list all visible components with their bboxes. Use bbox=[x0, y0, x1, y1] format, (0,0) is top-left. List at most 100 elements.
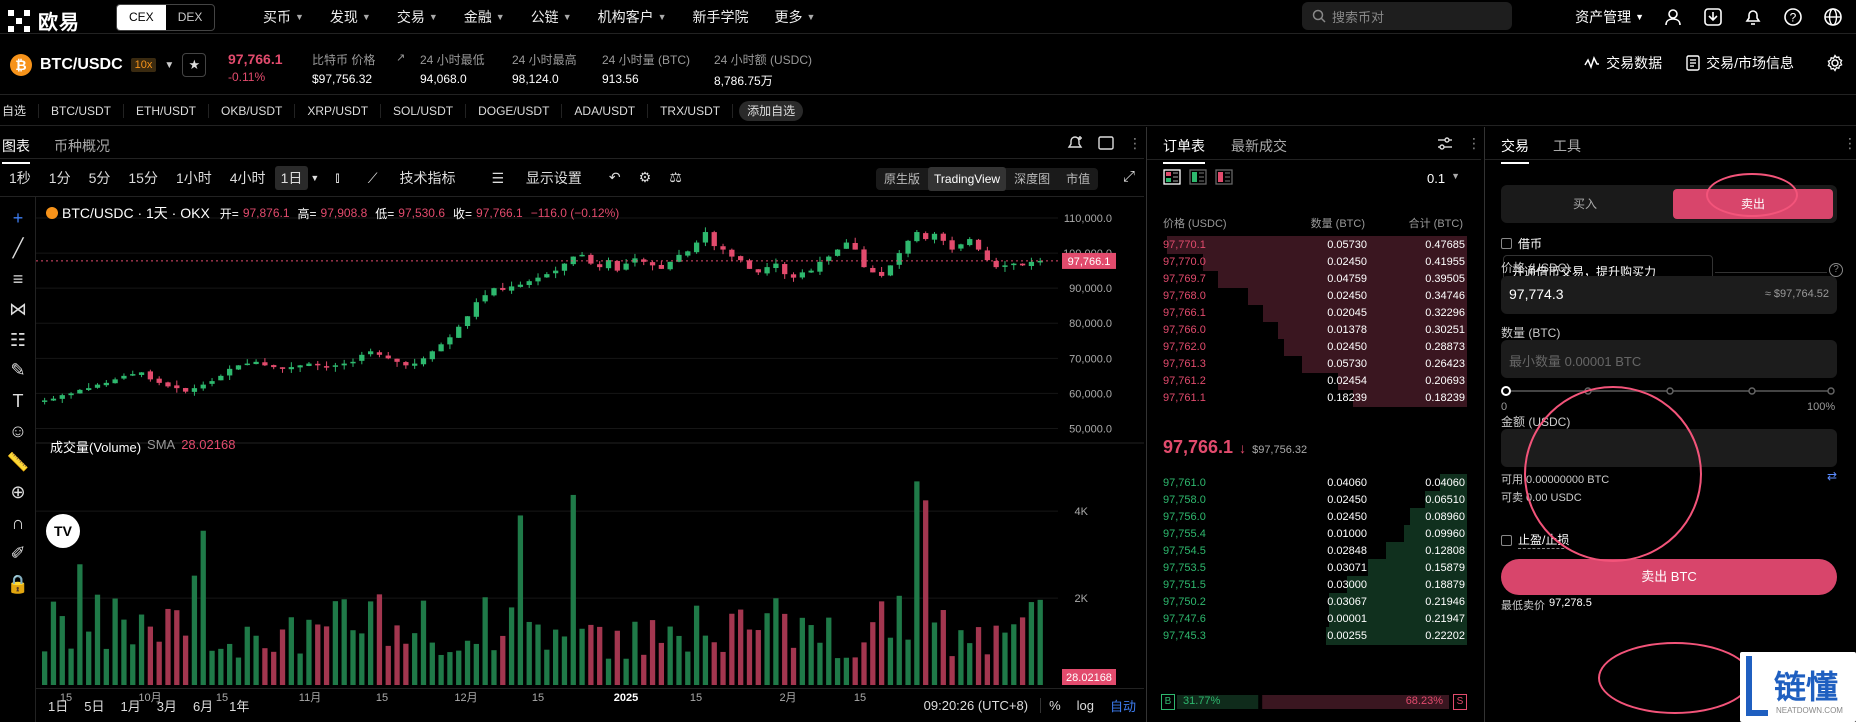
price-chart[interactable]: 110,000.0100,000.090,000.080,000.070,000… bbox=[36, 197, 1144, 707]
swap-icon[interactable]: ⇄ bbox=[1827, 469, 1838, 483]
range-5[interactable]: 1年 bbox=[229, 699, 250, 714]
filter-icon[interactable] bbox=[1437, 137, 1453, 151]
ask-row[interactable]: 97,766.0 0.01378 0.30251 bbox=[1147, 320, 1481, 340]
range-2[interactable]: 1月 bbox=[120, 699, 141, 714]
lock-icon[interactable]: 🔒 bbox=[6, 573, 30, 594]
indicators-button[interactable]: ⟋ 技术指标 bbox=[350, 168, 474, 188]
price-input[interactable]: 97,774.3 ≈ $97,764.52 bbox=[1501, 276, 1837, 314]
favorite-pair-3[interactable]: OKB/USDT bbox=[209, 103, 296, 118]
brush-icon[interactable]: ✎ bbox=[10, 360, 26, 380]
bid-row[interactable]: 97,745.3 0.00255 0.22202 bbox=[1147, 626, 1481, 646]
magnet-icon[interactable]: ∩ bbox=[11, 512, 25, 533]
dex-tab[interactable]: DEX bbox=[177, 10, 203, 24]
ask-row[interactable]: 97,761.1 0.18239 0.18239 bbox=[1147, 388, 1481, 408]
tradingview-logo-icon[interactable]: TV bbox=[46, 514, 80, 548]
favorite-pair-0[interactable]: 自选 bbox=[0, 103, 40, 118]
ask-row[interactable]: 97,766.1 0.02045 0.32296 bbox=[1147, 303, 1481, 323]
favorite-pair-7[interactable]: ADA/USDT bbox=[562, 103, 649, 118]
more-icon[interactable]: ⋮ bbox=[1467, 135, 1481, 151]
timeframe-2[interactable]: 5分 bbox=[88, 169, 111, 186]
tab-tools[interactable]: 工具 bbox=[1553, 138, 1581, 154]
range-4[interactable]: 6月 bbox=[192, 699, 214, 714]
scale-icon[interactable]: ⚖ bbox=[669, 169, 682, 185]
timeframe-6[interactable]: 1日 bbox=[274, 165, 309, 190]
download-icon[interactable] bbox=[1702, 6, 1724, 28]
bid-row[interactable]: 97,755.4 0.01000 0.09960 bbox=[1147, 524, 1481, 544]
bid-row[interactable]: 97,761.0 0.04060 0.04060 bbox=[1147, 473, 1481, 493]
ask-row[interactable]: 97,769.7 0.04759 0.39505 bbox=[1147, 269, 1481, 289]
asset-management-menu[interactable]: 资产管理 ▼ bbox=[1575, 7, 1644, 27]
trading-data-link[interactable]: 交易数据 bbox=[1584, 53, 1662, 73]
tab-order-book[interactable]: 订单表 bbox=[1163, 136, 1205, 164]
slider-track[interactable] bbox=[1501, 385, 1837, 397]
chevron-down-icon[interactable]: ▼ bbox=[310, 172, 320, 183]
ask-row[interactable]: 97,762.0 0.02450 0.28873 bbox=[1147, 337, 1481, 357]
alert-icon[interactable] bbox=[1066, 135, 1084, 151]
range-0[interactable]: 1日 bbox=[48, 699, 69, 714]
nav-item-2[interactable]: 交易 ▼ bbox=[384, 7, 451, 27]
lock-draw-icon[interactable]: ✐ bbox=[10, 543, 26, 563]
bid-row[interactable]: 97,758.0 0.02450 0.06510 bbox=[1147, 490, 1481, 510]
favorite-pair-6[interactable]: DOGE/USDT bbox=[466, 103, 563, 118]
bid-row[interactable]: 97,753.5 0.03071 0.15879 bbox=[1147, 558, 1481, 578]
tab-trade[interactable]: 交易 bbox=[1501, 136, 1529, 164]
tab-coin-overview[interactable]: 币种概况 bbox=[54, 138, 110, 154]
favorite-pair-1[interactable]: BTC/USDT bbox=[39, 103, 125, 118]
nav-item-0[interactable]: 买币 ▼ bbox=[250, 7, 317, 27]
auto-scale-button[interactable]: 自动 bbox=[1109, 699, 1136, 714]
book-bids-icon[interactable] bbox=[1189, 169, 1207, 185]
percent-scale-button[interactable]: % bbox=[1040, 698, 1069, 713]
undo-icon[interactable]: ↶ bbox=[608, 169, 621, 185]
tab-chart[interactable]: 图表 bbox=[2, 136, 30, 164]
qty-input[interactable]: 最小数量 0.00001 BTC bbox=[1501, 340, 1837, 378]
ask-row[interactable]: 97,761.2 0.02454 0.20693 bbox=[1147, 371, 1481, 391]
ask-row[interactable]: 97,770.0 0.02450 0.41955 bbox=[1147, 252, 1481, 272]
timeframe-0[interactable]: 1秒 bbox=[9, 169, 31, 186]
more-icon[interactable]: ⋮ bbox=[1128, 135, 1142, 151]
pair-selector[interactable]: ₿ BTC/USDC 10x ▼ ★ bbox=[10, 53, 207, 77]
view-1[interactable]: TradingView bbox=[928, 167, 1007, 191]
nav-item-1[interactable]: 发现 ▼ bbox=[317, 7, 384, 27]
tpsl-checkbox[interactable] bbox=[1501, 534, 1512, 546]
margin-checkbox[interactable] bbox=[1501, 238, 1512, 249]
bid-row[interactable]: 97,756.0 0.02450 0.08960 bbox=[1147, 507, 1481, 527]
horizontal-lines-icon[interactable]: ≡ bbox=[12, 268, 24, 289]
timeframe-5[interactable]: 4小时 bbox=[229, 169, 266, 186]
pattern-icon[interactable]: ⋈ bbox=[9, 299, 27, 319]
view-3[interactable]: 市值 bbox=[1066, 172, 1091, 186]
sell-btc-button[interactable]: 卖出 BTC bbox=[1501, 559, 1837, 595]
candle-type-icon[interactable]: ⫾ bbox=[335, 169, 340, 185]
tab-recent-trades[interactable]: 最新成交 bbox=[1231, 138, 1287, 154]
buy-tab[interactable]: 买入 bbox=[1572, 197, 1597, 211]
precision-select[interactable]: 0.1 ▼ bbox=[1427, 171, 1460, 186]
fullscreen-icon[interactable]: ⤢ bbox=[1123, 168, 1136, 185]
gear-icon[interactable]: ⚙ bbox=[638, 169, 652, 185]
bid-row[interactable]: 97,747.6 0.00001 0.21947 bbox=[1147, 609, 1481, 629]
favorite-pair-2[interactable]: ETH/USDT bbox=[124, 103, 210, 118]
bid-row[interactable]: 97,751.5 0.03000 0.18879 bbox=[1147, 575, 1481, 595]
help-icon[interactable]: ? bbox=[1782, 6, 1804, 28]
nav-item-7[interactable]: 更多 ▼ bbox=[762, 7, 829, 27]
crosshair-icon[interactable]: + bbox=[12, 207, 24, 228]
nav-item-3[interactable]: 金融 ▼ bbox=[451, 7, 518, 27]
ruler-icon[interactable]: 📏 bbox=[6, 451, 30, 472]
zoom-icon[interactable]: ⊕ bbox=[10, 482, 26, 502]
emoji-icon[interactable]: ☺ bbox=[8, 421, 28, 441]
view-2[interactable]: 深度图 bbox=[1014, 172, 1051, 186]
log-scale-button[interactable]: log bbox=[1076, 698, 1094, 713]
ask-row[interactable]: 97,768.0 0.02450 0.34746 bbox=[1147, 286, 1481, 306]
bid-row[interactable]: 97,750.2 0.03067 0.21946 bbox=[1147, 592, 1481, 612]
margin-toggle[interactable]: 借币 bbox=[1501, 235, 1542, 252]
bid-row[interactable]: 97,754.5 0.02848 0.12808 bbox=[1147, 541, 1481, 561]
favorite-pair-5[interactable]: SOL/USDT bbox=[381, 103, 467, 118]
fib-icon[interactable]: ☷ bbox=[9, 329, 27, 350]
timeframe-4[interactable]: 1小时 bbox=[175, 169, 212, 186]
settings-gear-icon[interactable] bbox=[1826, 54, 1844, 72]
timeframe-1[interactable]: 1分 bbox=[48, 169, 71, 186]
market-info-link[interactable]: 交易/市场信息 bbox=[1686, 53, 1794, 73]
favorite-star-icon[interactable]: ★ bbox=[182, 53, 207, 77]
book-both-icon[interactable] bbox=[1163, 169, 1181, 185]
logo[interactable]: 欧易 bbox=[8, 6, 80, 35]
user-icon[interactable] bbox=[1662, 6, 1684, 28]
search-box[interactable]: 搜索币对 bbox=[1302, 2, 1512, 30]
